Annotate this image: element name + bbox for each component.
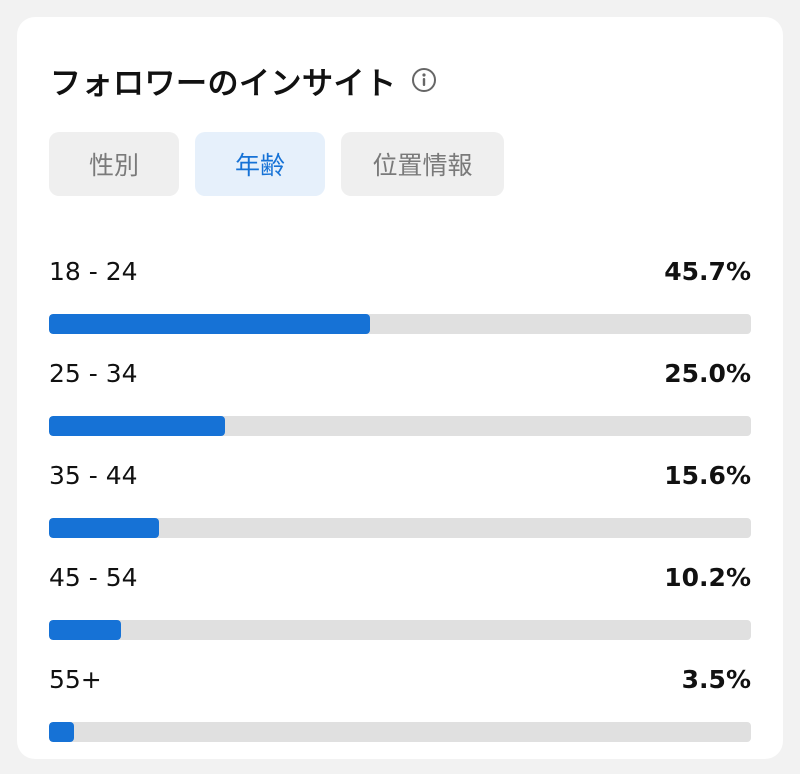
progress-track — [49, 518, 751, 538]
age-range-label: 35 - 44 — [49, 460, 138, 490]
age-range-label: 25 - 34 — [49, 358, 138, 388]
card-header: フォロワーのインサイト — [50, 58, 437, 102]
tab-age[interactable]: 年齢 — [195, 132, 325, 196]
age-percent-value: 15.6% — [664, 460, 751, 490]
age-percent-value: 45.7% — [664, 256, 751, 286]
progress-track — [49, 314, 751, 334]
age-percent-value: 25.0% — [664, 358, 751, 388]
insight-tabs: 性別 年齢 位置情報 — [49, 132, 504, 196]
progress-track — [49, 620, 751, 640]
progress-track — [49, 416, 751, 436]
progress-fill — [49, 518, 159, 538]
age-row-45-54: 45 - 54 10.2% — [49, 559, 751, 661]
info-circle-icon[interactable] — [411, 67, 437, 93]
age-row-35-44: 35 - 44 15.6% — [49, 457, 751, 559]
progress-fill — [49, 314, 370, 334]
progress-fill — [49, 416, 225, 436]
age-range-label: 45 - 54 — [49, 562, 138, 592]
card-title: フォロワーのインサイト — [50, 65, 397, 102]
age-distribution-list: 18 - 24 45.7% 25 - 34 25.0% 35 - 44 15.6… — [49, 253, 751, 763]
tab-gender[interactable]: 性別 — [49, 132, 179, 196]
tab-location[interactable]: 位置情報 — [341, 132, 504, 196]
age-row-55-plus: 55+ 3.5% — [49, 661, 751, 763]
age-percent-value: 3.5% — [681, 664, 751, 694]
age-row-18-24: 18 - 24 45.7% — [49, 253, 751, 355]
age-range-label: 18 - 24 — [49, 256, 138, 286]
age-range-label: 55+ — [49, 664, 102, 694]
progress-track — [49, 722, 751, 742]
age-row-25-34: 25 - 34 25.0% — [49, 355, 751, 457]
progress-fill — [49, 722, 74, 742]
progress-fill — [49, 620, 121, 640]
age-percent-value: 10.2% — [664, 562, 751, 592]
follower-insights-card: フォロワーのインサイト 性別 年齢 位置情報 18 - 24 45.7% 25 — [17, 17, 783, 759]
